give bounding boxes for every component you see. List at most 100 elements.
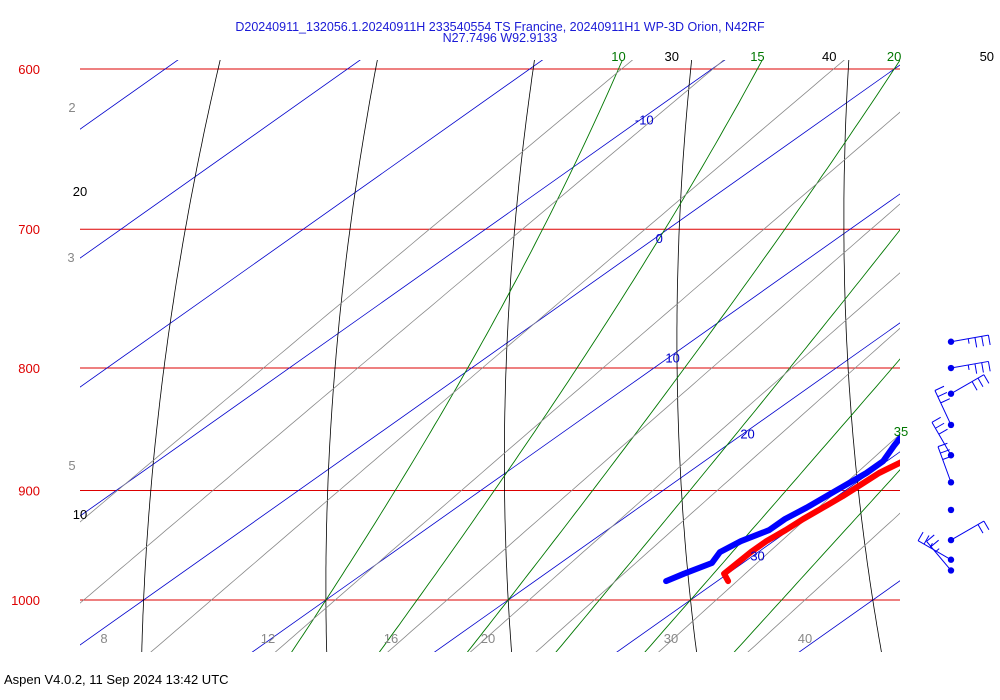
wind-barb-dot: [947, 506, 955, 514]
isotherm-line: [80, 60, 361, 259]
mixing-ratio-label: 5: [68, 458, 75, 473]
dry-adiabat-label: 10: [73, 507, 87, 522]
wind-barb-feather: [935, 422, 945, 429]
isotherm-line: [251, 193, 900, 652]
mixing-ratio-line: [658, 433, 900, 652]
wind-barb-staff: [931, 422, 952, 456]
isotherm-line: [433, 322, 900, 652]
wind-barb-feather: [935, 548, 940, 553]
mixing-ratio-label: 16: [384, 631, 398, 646]
wind-barb-staff: [950, 360, 989, 369]
dry-adiabat-label: 50: [980, 49, 994, 64]
wind-barb-feather: [977, 524, 984, 534]
wind-barb-feather: [940, 449, 950, 454]
moist-adiabat-line: [466, 60, 900, 652]
wind-barb-feather: [981, 362, 984, 373]
dry-adiabat-line: [325, 60, 378, 652]
isotherm-label: 20: [740, 427, 754, 442]
dry-adiabat-line: [141, 60, 221, 652]
temperature-trace: [721, 459, 900, 585]
chart-title-line2: N27.7496 W92.9133: [443, 31, 558, 45]
dry-adiabat-label: 20: [73, 184, 87, 199]
wind-barb-feather: [934, 385, 945, 391]
wind-barb-feather: [937, 442, 948, 448]
mixing-ratio-label: 8: [100, 631, 107, 646]
mixing-ratio-label: 40: [798, 631, 812, 646]
mixing-ratio-label: 2: [68, 100, 75, 115]
wind-barb-staff: [950, 374, 985, 395]
wind-barb-staff: [950, 520, 985, 541]
mixing-ratio-label: 3: [67, 250, 74, 265]
wind-barb-feather: [938, 428, 948, 435]
mixing-ratio-line: [535, 327, 900, 652]
moist-adiabat-label: 15: [750, 49, 764, 64]
dry-adiabat-label: 40: [822, 49, 836, 64]
footer-version-text: Aspen V4.0.2, 11 Sep 2024 13:42 UTC: [4, 672, 229, 687]
wind-barb-staff: [934, 390, 952, 426]
moist-adiabat-label: 10: [611, 49, 625, 64]
isotherm-line: [80, 64, 900, 646]
isobar-label: 800: [18, 361, 40, 376]
isotherm-label: 30: [750, 548, 764, 563]
chart-title-line1: D20240911_132056.1.20240911H 233540554 T…: [235, 20, 765, 34]
mixing-ratio-line: [80, 60, 634, 523]
moist-adiabat-line: [733, 469, 900, 652]
wind-barb-feather: [981, 336, 984, 347]
isotherm-line: [616, 451, 900, 652]
wind-barb-feather: [987, 335, 991, 346]
wind-barb-feather: [942, 455, 953, 460]
isotherm-line: [80, 60, 544, 388]
mixing-ratio-line: [387, 203, 900, 652]
wind-barb-feather: [967, 338, 970, 344]
isobar-label: 1000: [11, 593, 40, 608]
wind-barb-staff: [926, 541, 952, 571]
wind-barb-feather: [967, 364, 970, 371]
mixing-ratio-line: [80, 60, 725, 604]
wind-barb-feather: [917, 531, 924, 541]
wind-barb-feather: [937, 392, 948, 398]
isotherm-line: [798, 580, 900, 652]
isotherm-label: 0: [656, 231, 663, 246]
dry-adiabat-line: [676, 60, 697, 652]
wind-barb-feather: [971, 381, 978, 391]
wind-barb-feather: [977, 377, 984, 388]
dry-adiabat-label: 30: [664, 49, 678, 64]
wind-barb-staff: [937, 446, 952, 483]
mixing-ratio-label: 20: [481, 631, 495, 646]
moist-adiabat-label: 35: [894, 424, 908, 439]
wind-barb-feather: [987, 361, 991, 372]
isobar-label: 600: [18, 62, 40, 77]
moist-adiabat-line: [378, 60, 763, 652]
isotherm-label: 10: [665, 351, 679, 366]
wind-barb-feather: [929, 542, 933, 548]
mixing-ratio-line: [150, 60, 845, 652]
wind-barb-feather: [926, 534, 935, 542]
isotherm-label: -10: [635, 113, 654, 128]
wind-barb-feather: [940, 398, 950, 404]
dry-adiabat-line: [504, 60, 535, 652]
wind-barb-feather: [974, 363, 978, 374]
wind-barb-feather: [930, 539, 939, 547]
wind-barb-feather: [931, 416, 941, 423]
moist-adiabat-line: [291, 60, 623, 652]
wind-barb-feather: [974, 337, 978, 348]
isobar-label: 900: [18, 483, 40, 498]
isotherm-line: [80, 60, 179, 130]
mixing-ratio-line: [747, 512, 900, 652]
mixing-ratio-line: [274, 111, 900, 652]
wind-barb-feather: [983, 374, 990, 384]
wind-barb-feather: [983, 520, 990, 531]
wind-barb-staff: [950, 334, 989, 343]
mixing-ratio-label: 30: [664, 631, 678, 646]
wind-barb-feather: [923, 535, 930, 545]
mixing-ratio-label: 12: [261, 631, 275, 646]
dewpoint-trace: [663, 433, 900, 585]
dry-adiabat-line: [843, 60, 882, 652]
moist-adiabat-line: [644, 358, 900, 652]
isotherm-line: [956, 0, 1000, 670]
mixing-ratio-line: [469, 272, 900, 652]
isobar-label: 700: [18, 222, 40, 237]
moist-adiabat-line: [555, 229, 900, 652]
moist-adiabat-label: 20: [887, 49, 901, 64]
